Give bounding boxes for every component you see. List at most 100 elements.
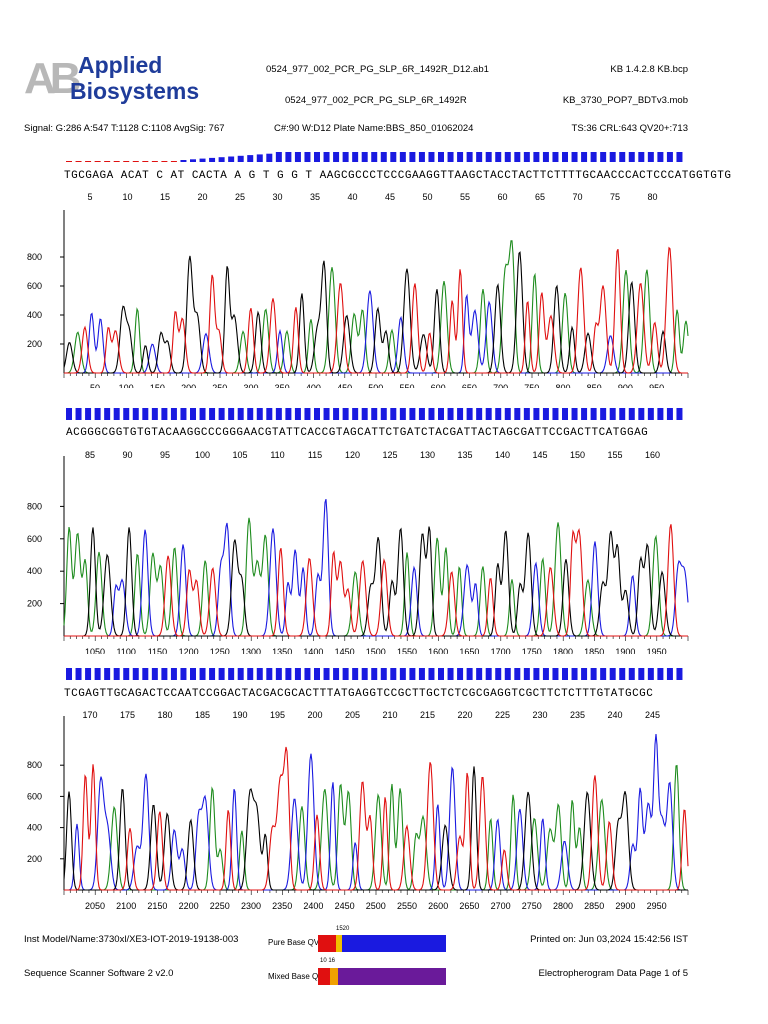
quality-bar (190, 668, 196, 680)
x-tick-label: 1300 (241, 647, 261, 654)
quality-bar (390, 408, 397, 420)
quality-bar (399, 408, 406, 420)
x-tick-label: 1350 (272, 647, 292, 654)
quality-bar (132, 161, 139, 162)
quality-bar (371, 668, 378, 680)
base-number: 100 (195, 450, 210, 460)
quality-bar (418, 668, 425, 680)
quality-bar (352, 152, 359, 162)
base-number: 10 (122, 192, 132, 202)
quality-bar (457, 152, 464, 162)
quality-bar (466, 408, 473, 420)
base-number: 130 (420, 450, 435, 460)
quality-bar (228, 668, 235, 680)
quality-bar (504, 152, 511, 162)
quality-bar (590, 408, 597, 420)
quality-bar (628, 408, 635, 420)
x-tick-label: 2200 (179, 901, 199, 911)
quality-bar (476, 152, 483, 162)
quality-bar (485, 408, 492, 420)
quality-bar (666, 668, 673, 680)
quality-bar (542, 668, 549, 680)
x-tick-label: 250 (212, 383, 227, 388)
quality-bar (361, 668, 368, 680)
software-version: Sequence Scanner Software 2 v2.0 (24, 968, 174, 979)
quality-bar (104, 161, 111, 162)
pure-qv-high (342, 935, 446, 952)
y-tick-label: 200 (27, 339, 42, 349)
quality-bar (380, 152, 387, 162)
base-number: 120 (345, 450, 360, 460)
x-tick-label: 1400 (303, 647, 323, 654)
quality-bar (438, 152, 444, 162)
quality-bar (94, 408, 101, 420)
quality-bar (533, 668, 540, 680)
sequence-row-2: ACGGGCGGTGTGTACAAGGCCCGGGAACGTATTCACCGTA… (66, 427, 649, 439)
quality-bar (275, 668, 282, 680)
quality-bar (256, 408, 263, 420)
trace-A (63, 517, 688, 637)
quality-bar (428, 408, 435, 420)
quality-bar (504, 668, 511, 680)
base-number: 230 (532, 710, 547, 720)
quality-bar (581, 668, 588, 680)
quality-bar (533, 152, 540, 162)
quality-bar (447, 668, 454, 680)
instrument-name: Inst Model/Name:3730xl/XE3-IOT-2019-1913… (24, 934, 239, 945)
quality-bar (170, 408, 177, 420)
quality-bar (390, 152, 397, 162)
quality-bar (66, 668, 72, 680)
signal-info: Signal: G:286 A:547 T:1128 C:1108 AvgSig… (24, 123, 225, 134)
mixed-qv-high (338, 968, 446, 985)
quality-bar (228, 156, 235, 162)
base-number: 245 (645, 710, 660, 720)
quality-bar (75, 161, 82, 162)
x-tick-label: 2700 (491, 901, 511, 911)
x-tick-label: 100 (119, 383, 134, 388)
x-tick-label: 50 (90, 383, 100, 388)
quality-bar (161, 161, 168, 162)
quality-bar (275, 408, 282, 420)
quality-bar (619, 408, 626, 420)
quality-bar (628, 668, 635, 680)
x-tick-label: 2150 (147, 901, 167, 911)
trace-T (64, 524, 688, 637)
base-number: 90 (122, 450, 132, 460)
quality-bar (504, 408, 511, 420)
quality-bar (466, 668, 473, 680)
quality-bar (209, 668, 216, 680)
base-number: 145 (532, 450, 547, 460)
x-tick-label: 1950 (647, 647, 667, 654)
quality-bar (523, 668, 530, 680)
base-number: 140 (495, 450, 510, 460)
base-number: 65 (535, 192, 545, 202)
trace-panel-3: 170 175 180 185 190 195 200 205 210 215 220 225 230 2… (27, 668, 689, 911)
quality-bar (542, 152, 549, 162)
quality-bar (94, 668, 101, 680)
quality-bar (266, 408, 273, 420)
quality-bar (228, 408, 235, 420)
y-tick-label: 400 (27, 566, 42, 576)
quality-bar (266, 153, 273, 162)
quality-bar (638, 668, 645, 680)
x-tick-label: 650 (462, 383, 477, 388)
x-tick-label: 1750 (522, 647, 542, 654)
quality-bar (438, 668, 444, 680)
y-tick-label: 200 (27, 854, 42, 864)
quality-bar (161, 408, 168, 420)
base-number: 75 (610, 192, 620, 202)
base-number: 225 (495, 710, 510, 720)
quality-bar (304, 668, 311, 680)
quality-bar (142, 408, 149, 420)
base-number: 60 (497, 192, 507, 202)
quality-bar (247, 408, 254, 420)
quality-bar (209, 157, 216, 162)
quality-bar (409, 408, 416, 420)
quality-bar (247, 155, 254, 162)
quality-bar (514, 408, 521, 420)
quality-bar (457, 668, 464, 680)
quality-bar (123, 161, 130, 162)
base-number: 40 (347, 192, 357, 202)
quality-bar (294, 408, 301, 420)
x-tick-label: 2950 (647, 901, 667, 911)
